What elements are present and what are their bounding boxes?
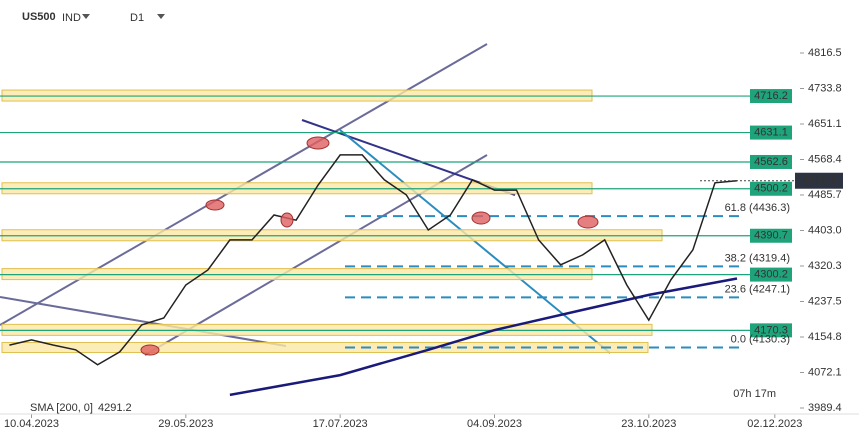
marker (205, 199, 225, 211)
x-tick-label: 29.05.2023 (158, 418, 213, 430)
level-label-box (750, 267, 792, 282)
fib-label: 38.2 (4319.4) (725, 252, 790, 264)
symbol-tag: IND (62, 12, 81, 24)
timer: 07h 17m (733, 388, 776, 400)
sma-line (229, 277, 738, 397)
y-tick-label: 4403.0 (808, 224, 842, 236)
level-label-box (750, 181, 792, 196)
x-tick-label: 10.04.2023 (4, 418, 59, 430)
symbol: US500 (22, 11, 56, 23)
marker (577, 215, 599, 229)
x-tick-label: 04.09.2023 (467, 418, 522, 430)
marker (471, 211, 491, 225)
y-tick-label: 4154.8 (808, 331, 842, 343)
markers (140, 136, 599, 356)
last-price-box (795, 172, 843, 189)
marker (140, 344, 160, 356)
level-label-box (750, 89, 792, 104)
level-label: 4562.6 (754, 156, 788, 168)
y-tick-label: 4733.8 (808, 82, 842, 94)
y-tick-label: 4816.5 (808, 47, 842, 59)
level-label: 4170.3 (754, 324, 788, 336)
indicator-label: SMA [200, 0] (30, 402, 93, 414)
zone (1, 342, 649, 354)
x-tick-label: 02.12.2023 (747, 418, 802, 430)
dropdown-icon[interactable] (157, 14, 165, 19)
y-tick-label: 3989.4 (808, 402, 842, 414)
price-line (9, 154, 738, 366)
level-label: 4500.2 (754, 183, 788, 195)
marker (280, 212, 294, 228)
x-tick-label: 23.10.2023 (621, 418, 676, 430)
y-tick-label: 4320.3 (808, 260, 842, 272)
level-label-box (750, 125, 792, 140)
fib-label: 61.8 (4436.3) (725, 202, 790, 214)
timeframe[interactable]: D1 (130, 12, 144, 24)
level-label-box (750, 228, 792, 243)
plot: 4816.5 4733.8 4651.1 4568.4 4485.7 4403.0 4320… (0, 47, 843, 430)
y-tick-label: 4651.1 (808, 118, 842, 130)
level-label: 4390.7 (754, 230, 788, 242)
trend-line (0, 296, 287, 347)
y-tick-label: 4237.5 (808, 295, 842, 307)
fib-label: 0.0 (4130.3) (731, 333, 790, 345)
level-label-box (750, 323, 792, 338)
dropdown-icon[interactable] (82, 14, 90, 19)
x-tick-label: 17.07.2023 (313, 418, 368, 430)
marker (306, 136, 330, 150)
trend-line (339, 129, 611, 354)
y-tick-label: 4072.1 (808, 366, 842, 378)
y-tick-label: 4485.7 (808, 189, 842, 201)
indicator-value: 4291.2 (98, 402, 132, 414)
level-label: 4631.1 (754, 126, 788, 138)
level-label: 4300.2 (754, 269, 788, 281)
level-label-box (750, 154, 792, 169)
fib-label: 23.6 (4247.1) (725, 283, 790, 295)
y-tick-label: 4568.4 (808, 153, 842, 165)
level-label: 4716.2 (754, 90, 788, 102)
last-price-label: 4518.9 (802, 175, 836, 187)
